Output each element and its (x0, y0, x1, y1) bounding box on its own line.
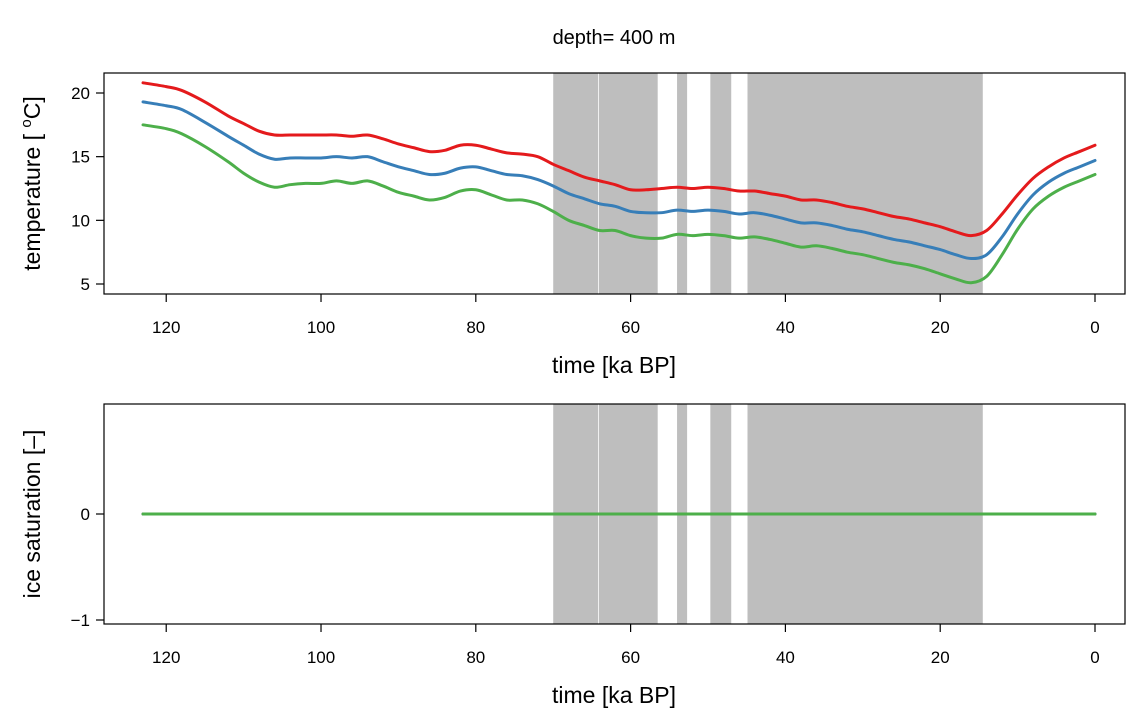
ice-saturation-x-ticks: 120 100 80 60 40 20 0 (152, 624, 1100, 667)
temperature-shaded-interval-2 (677, 73, 688, 294)
temperature-y-tick-label: 5 (81, 275, 90, 294)
temperature-y-tick-label: 10 (71, 211, 90, 230)
temperature-plot-frame (103, 72, 1126, 295)
ice-saturation-y-axis-title: ice saturation [–] (19, 430, 45, 599)
ice-saturation-panel: 120 100 80 60 40 20 0 0 −1 time [ka BP] ice sat… (19, 403, 1126, 708)
ice-saturation-x-tick-label: 120 (152, 648, 180, 667)
y-axis-title-superscript: o (18, 119, 35, 127)
ice-saturation-y-ticks: 0 −1 (71, 505, 104, 630)
ice-saturation-x-tick-label: 0 (1090, 648, 1099, 667)
ice-saturation-x-tick-label: 80 (466, 648, 485, 667)
temperature-x-tick-label: 0 (1090, 318, 1099, 337)
temperature-series-line-0 (141, 81, 1097, 238)
temperature-x-tick-label: 100 (307, 318, 335, 337)
temperature-x-tick-label: 40 (776, 318, 795, 337)
temperature-x-ticks: 120 100 80 60 40 20 0 (152, 294, 1100, 337)
temperature-x-axis-title: time [ka BP] (552, 352, 676, 378)
ice-saturation-x-axis-title: time [ka BP] (552, 682, 676, 708)
temperature-series (141, 81, 1097, 285)
ice-saturation-y-tick-label: −1 (71, 611, 90, 630)
temperature-series-line-2 (141, 123, 1097, 285)
temperature-series-line-1 (141, 100, 1097, 261)
temperature-shaded-interval-3 (710, 73, 732, 294)
temperature-shading (553, 73, 983, 294)
temperature-x-tick-label: 60 (621, 318, 640, 337)
y-axis-title-end: C] (19, 96, 45, 119)
ice-saturation-x-tick-label: 20 (931, 648, 950, 667)
temperature-x-tick-label: 20 (931, 318, 950, 337)
temperature-y-tick-label: 20 (71, 84, 90, 103)
ice-saturation-x-tick-label: 100 (307, 648, 335, 667)
y-axis-title-main: temperature [ (19, 128, 45, 271)
temperature-panel: 120 100 80 60 40 20 0 5 10 15 20 time [ka BP] tem… (18, 72, 1126, 378)
temperature-y-ticks: 5 10 15 20 (71, 84, 104, 294)
temperature-y-axis-title: temperature [ oC] (18, 96, 45, 271)
ice-saturation-x-tick-label: 60 (621, 648, 640, 667)
temperature-y-tick-label: 15 (71, 148, 90, 167)
temperature-shaded-interval-0 (553, 73, 599, 294)
temperature-x-tick-label: 80 (466, 318, 485, 337)
figure-title: depth= 400 m (553, 27, 676, 49)
ice-saturation-y-tick-label: 0 (81, 505, 90, 524)
ice-saturation-x-tick-label: 40 (776, 648, 795, 667)
temperature-shaded-interval-4 (747, 73, 983, 294)
temperature-x-tick-label: 120 (152, 318, 180, 337)
